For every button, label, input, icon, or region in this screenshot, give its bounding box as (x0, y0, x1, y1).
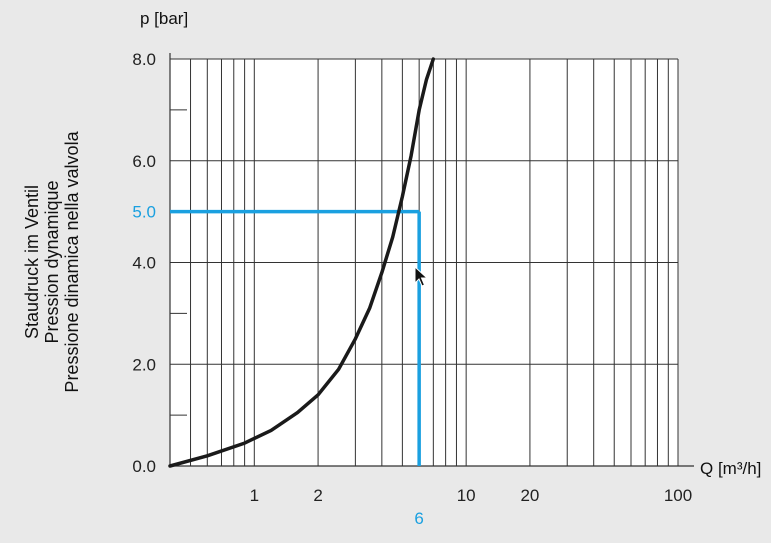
y-tick-label: 6.0 (132, 152, 156, 171)
tick-labels: 0.0 2.0 4.0 6.0 8.0 1 2 10 20 100 (132, 50, 692, 505)
y-axis-label-line-2: Pression dynamique (42, 180, 62, 343)
x-axis-title: Q [m³/h] (700, 459, 761, 478)
highlight-y-label: 5.0 (132, 203, 156, 222)
pressure-curve (168, 57, 436, 468)
x-tick-label: 100 (664, 486, 692, 505)
y-tick-label: 4.0 (132, 254, 156, 273)
x-tick-label: 10 (457, 486, 476, 505)
y-tick-label: 0.0 (132, 457, 156, 476)
highlight-lines (170, 209, 421, 466)
highlight-x-label: 6 (414, 509, 423, 528)
x-tick-label: 20 (520, 486, 539, 505)
x-tick-label: 2 (313, 486, 322, 505)
mouse-pointer-icon (414, 266, 428, 287)
x-tick-label: 1 (250, 486, 259, 505)
y-tick-label: 8.0 (132, 50, 156, 69)
y-axis-label-line-1: Staudruck im Ventil (22, 185, 42, 339)
y-axis-title: p [bar] (140, 9, 188, 28)
y-axis-label: Staudruck im Ventil Pression dynamique P… (22, 130, 82, 392)
y-tick-label: 2.0 (132, 355, 156, 374)
y-axis-label-line-3: Pressione dinamica nella valvola (62, 130, 82, 392)
